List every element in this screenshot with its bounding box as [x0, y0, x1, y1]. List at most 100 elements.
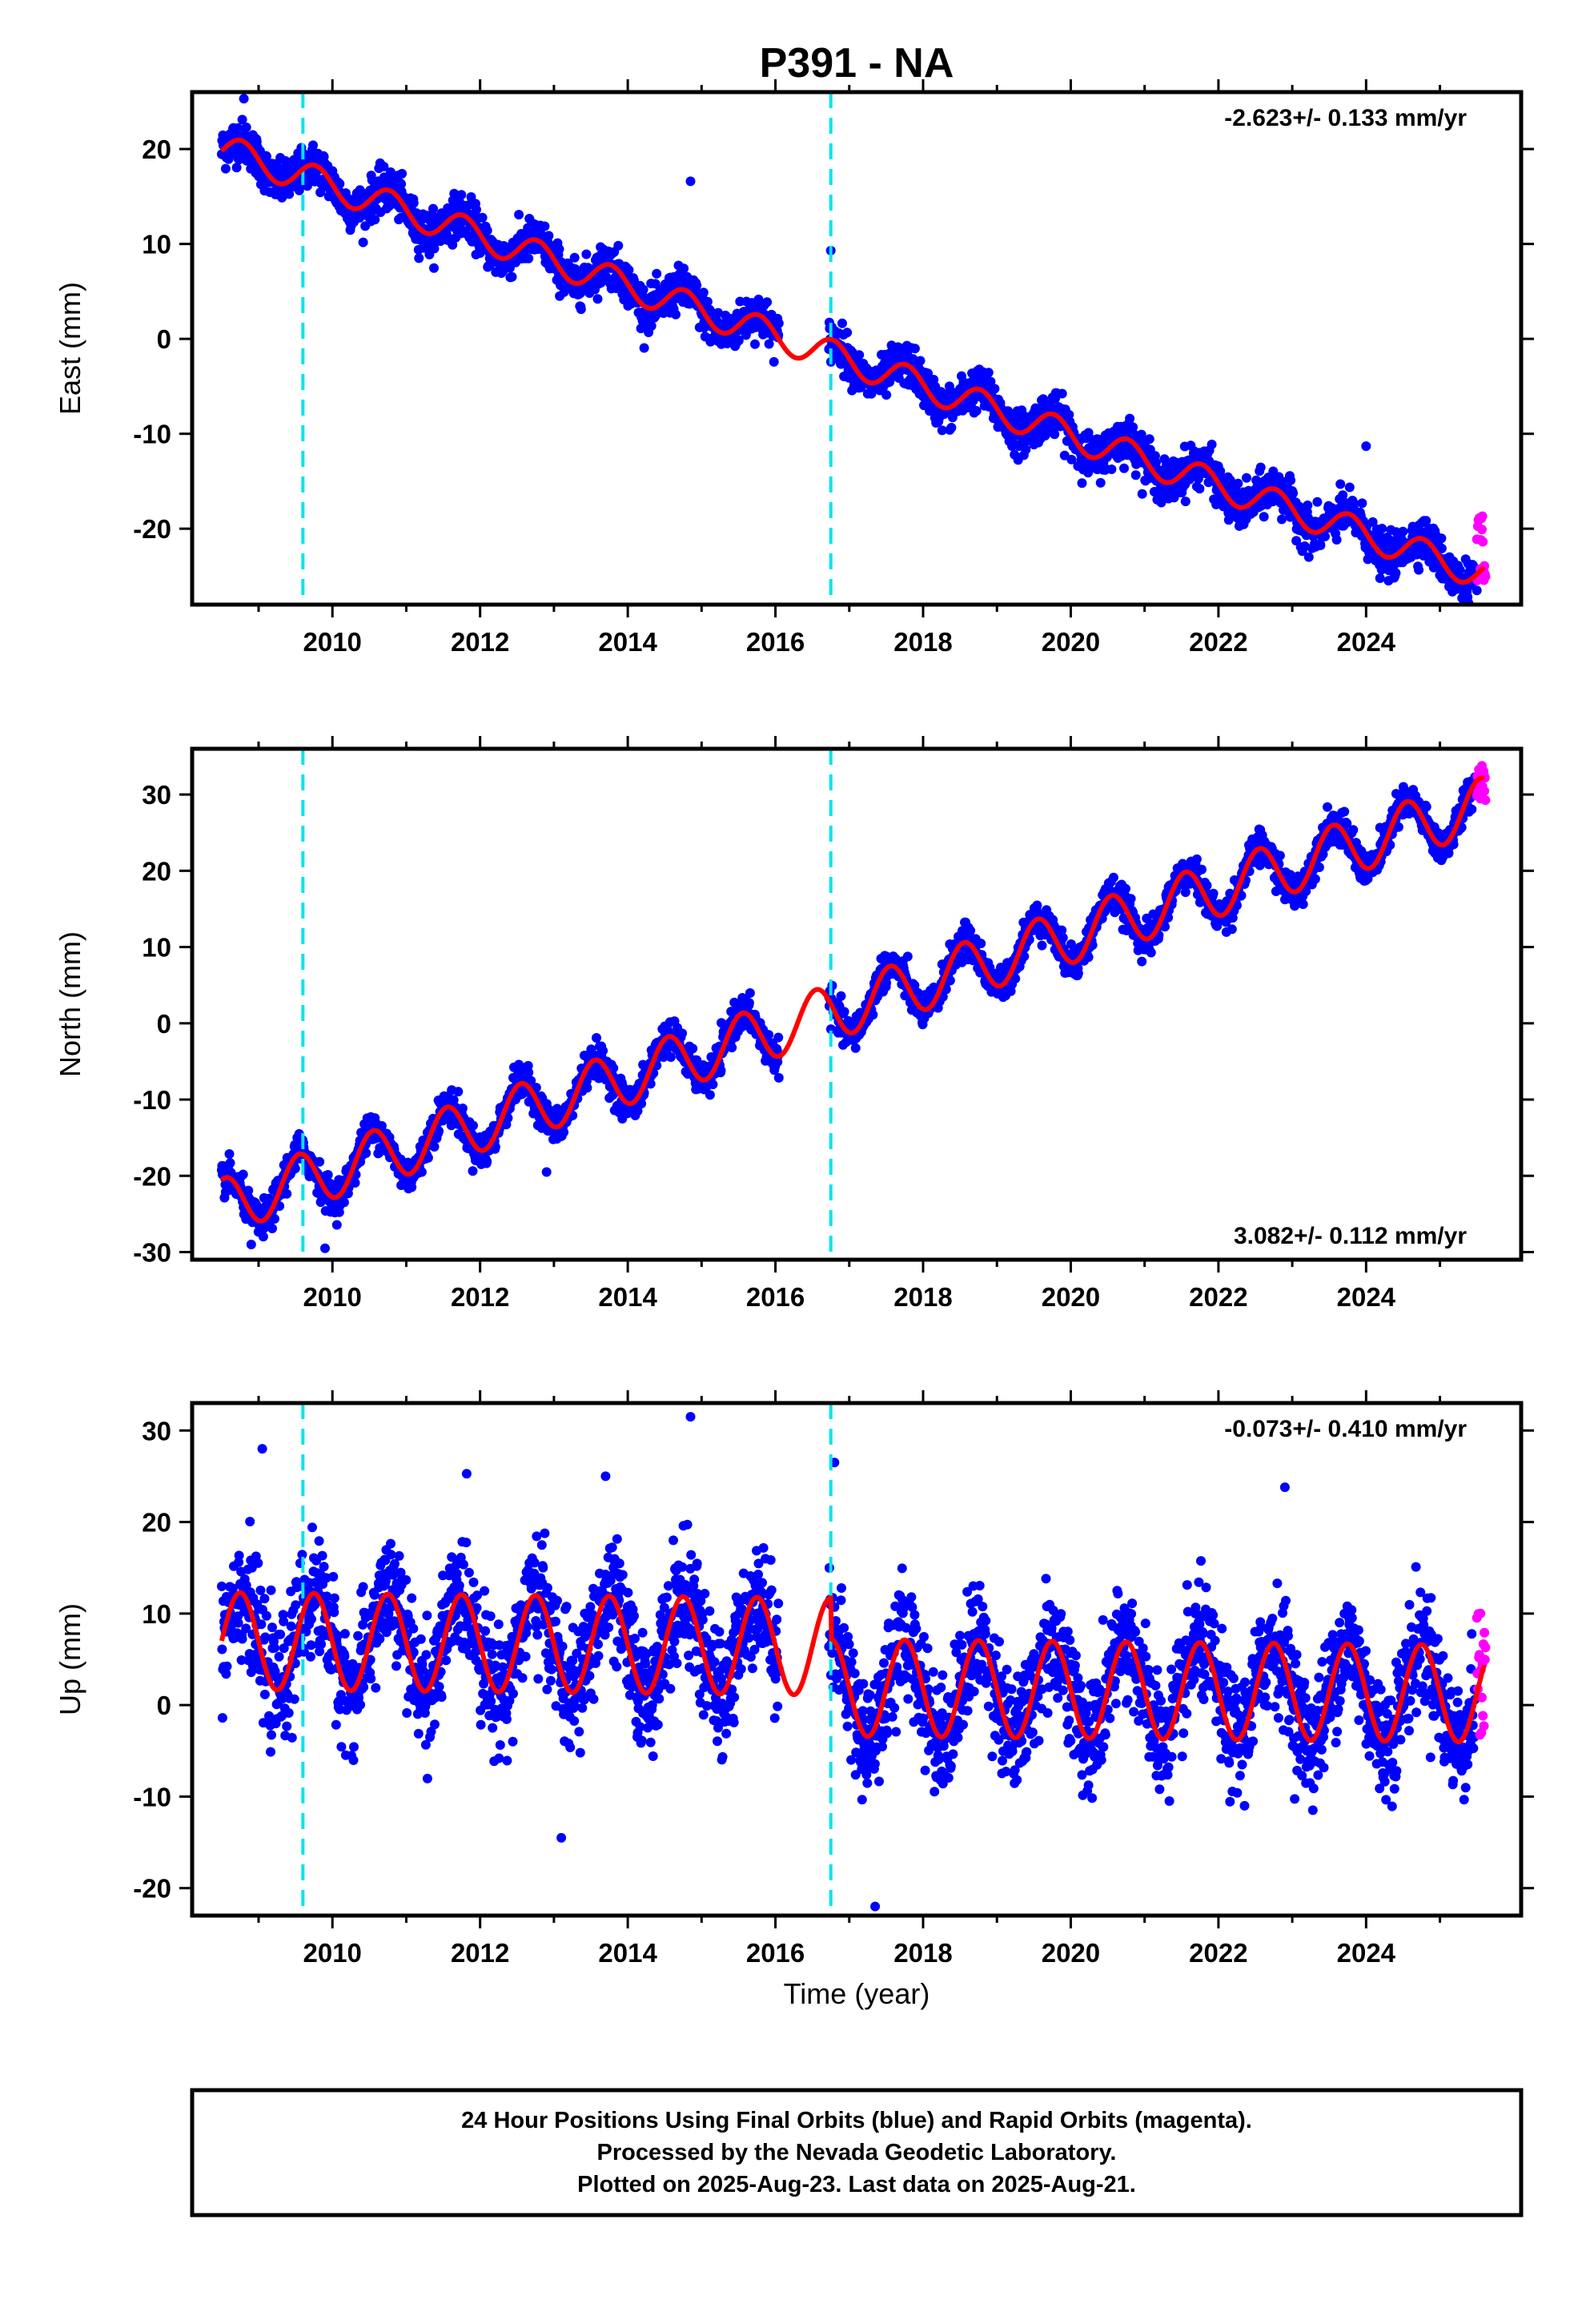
east-axes-frame — [190, 90, 1524, 607]
final-orbit-point — [554, 244, 564, 255]
final-orbit-point — [270, 1214, 279, 1224]
final-orbit-point — [1344, 482, 1355, 493]
final-orbit-point — [1303, 552, 1314, 562]
final-orbit-point — [220, 163, 231, 174]
final-orbit-point — [1125, 413, 1135, 424]
final-orbit-point — [976, 939, 986, 949]
final-orbit-point — [308, 140, 318, 151]
x-tick-label: 2016 — [746, 627, 805, 657]
north-panel: 2010 2012 2014 2016 2018 2020 2022 2024-30-20-1… — [54, 736, 1534, 1312]
final-orbit-point — [456, 190, 467, 200]
final-orbit-point — [331, 1220, 342, 1230]
final-orbit-point — [1195, 484, 1205, 494]
final-orbit-point — [971, 406, 982, 416]
final-orbit-point — [339, 1197, 349, 1208]
final-orbit-point — [671, 309, 681, 320]
final-orbit-point — [544, 231, 554, 241]
north-plot-area — [216, 749, 1491, 1260]
final-orbit-point — [836, 991, 846, 1001]
final-orbit-point — [850, 1043, 861, 1053]
final-orbit-point — [727, 1043, 737, 1053]
east-y-axis-label: East (mm) — [54, 282, 86, 415]
final-orbit-point — [453, 1087, 464, 1097]
final-orbit-point — [386, 167, 396, 177]
final-orbit-point — [745, 988, 755, 998]
final-orbit-point — [764, 339, 774, 349]
final-orbit-point — [1119, 463, 1129, 473]
final-orbit-point — [1059, 450, 1070, 460]
final-orbit-point — [282, 1188, 292, 1199]
chart-title: P391 - NA — [760, 40, 954, 86]
final-orbit-point — [1106, 464, 1117, 474]
x-tick-label: 2022 — [1189, 627, 1247, 657]
final-orbit-point — [1391, 568, 1401, 578]
final-orbit-point — [477, 212, 488, 223]
final-orbit-point — [1130, 470, 1141, 480]
final-orbit-point — [379, 162, 389, 171]
final-orbit-point — [679, 263, 689, 274]
final-orbit-point — [638, 284, 648, 295]
final-orbit-point — [1295, 501, 1305, 512]
final-orbit-point — [923, 368, 934, 379]
final-orbit-point — [1215, 466, 1226, 476]
final-orbit-point — [1050, 429, 1060, 440]
x-tick-label: 2012 — [451, 627, 509, 657]
final-orbit-point — [839, 1007, 849, 1017]
final-orbit-point — [457, 1104, 468, 1113]
final-orbit-point — [261, 151, 271, 162]
rapid-orbit-point — [1480, 572, 1491, 582]
final-orbit-point — [241, 123, 251, 132]
final-orbit-point — [1021, 444, 1031, 455]
final-orbit-point — [414, 253, 424, 263]
final-orbit-point — [396, 179, 407, 189]
final-orbit-point — [854, 350, 865, 360]
final-orbit-point — [1320, 531, 1330, 541]
final-orbit-point — [705, 1090, 715, 1100]
final-orbit-point — [1066, 454, 1077, 464]
north-final-orbit-points — [216, 772, 1480, 1253]
final-orbit-point — [1436, 533, 1447, 544]
final-orbit-point — [407, 1182, 417, 1192]
final-orbit-point — [225, 1158, 235, 1168]
final-orbit-point — [1180, 497, 1191, 507]
final-orbit-point — [868, 1010, 878, 1020]
final-orbit-point — [1303, 501, 1313, 510]
east-final-orbit-points — [216, 94, 1482, 605]
final-orbit-point — [753, 294, 764, 304]
final-orbit-point — [1255, 462, 1266, 472]
final-orbit-point — [1037, 940, 1047, 951]
east-rate-label: -2.623+/- 0.133 mm/yr — [1224, 105, 1467, 131]
final-orbit-point — [1083, 428, 1094, 438]
final-orbit-point — [764, 1030, 774, 1040]
final-orbit-point — [986, 376, 996, 387]
final-orbit-point — [842, 328, 853, 338]
final-orbit-point — [966, 926, 976, 936]
final-orbit-point — [448, 239, 458, 250]
final-orbit-outlier-point — [1472, 585, 1482, 596]
final-orbit-point — [408, 198, 419, 208]
final-orbit-point — [624, 265, 634, 275]
final-orbit-point — [1421, 516, 1431, 526]
final-orbit-point — [267, 1224, 277, 1233]
final-orbit-point — [237, 115, 247, 125]
final-orbit-point — [358, 237, 368, 247]
final-orbit-point — [613, 240, 624, 251]
final-orbit-point — [429, 243, 440, 254]
final-orbit-point — [946, 423, 957, 432]
rapid-orbit-point — [1477, 525, 1487, 535]
final-orbit-point — [692, 280, 702, 291]
final-orbit-point — [881, 390, 892, 400]
final-orbit-point — [769, 356, 779, 367]
final-orbit-point — [1288, 488, 1299, 498]
final-orbit-point — [1357, 498, 1367, 509]
final-orbit-point — [744, 998, 754, 1008]
final-orbit-point — [1156, 497, 1166, 508]
final-orbit-point — [909, 344, 920, 354]
final-orbit-point — [598, 1046, 608, 1056]
final-orbit-point — [275, 1201, 285, 1211]
final-orbit-point — [677, 1028, 688, 1039]
final-orbit-point — [1144, 434, 1154, 444]
final-orbit-point — [1286, 475, 1296, 485]
final-orbit-point — [1312, 497, 1323, 507]
